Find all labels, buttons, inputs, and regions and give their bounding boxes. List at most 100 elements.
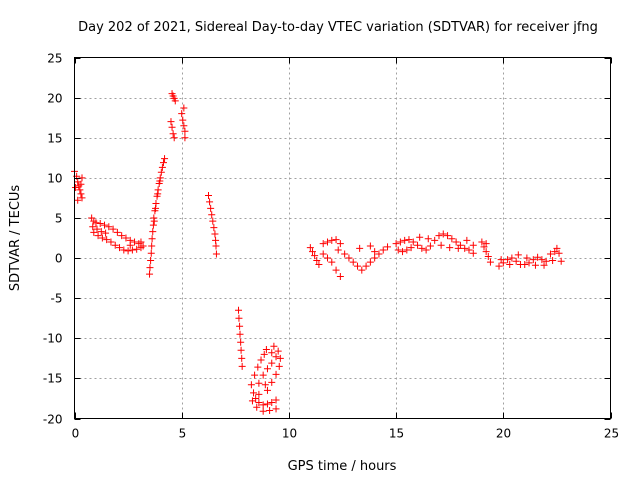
data-point: [345, 254, 353, 262]
data-point: [167, 118, 175, 126]
data-point: [248, 397, 256, 405]
data-point: [93, 225, 101, 233]
data-point: [497, 256, 505, 264]
data-point: [414, 241, 422, 249]
data-point: [263, 365, 271, 373]
data-point: [416, 233, 424, 241]
data-point: [97, 228, 105, 236]
data-point: [454, 244, 462, 252]
data-point: [538, 256, 546, 264]
data-point: [270, 342, 278, 350]
data-point: [375, 250, 383, 258]
data-point: [336, 240, 344, 248]
data-point: [212, 242, 220, 250]
data-point: [78, 174, 86, 182]
data-point: [362, 262, 370, 270]
data-point: [133, 245, 141, 253]
data-point: [272, 396, 280, 404]
data-point: [446, 244, 454, 252]
data-point: [366, 242, 374, 250]
data-point: [211, 230, 219, 238]
data-point: [255, 390, 263, 398]
x-tick-label: 10: [282, 427, 297, 441]
x-tick-label: 25: [604, 427, 619, 441]
data-point: [77, 190, 85, 198]
data-point: [236, 330, 244, 338]
data-point: [237, 346, 245, 354]
x-tick-label: 15: [389, 427, 404, 441]
data-point: [208, 211, 216, 219]
data-point: [150, 217, 158, 225]
data-point: [94, 232, 102, 240]
data-point: [262, 346, 270, 354]
data-point: [371, 248, 379, 256]
data-point: [122, 234, 130, 242]
data-point: [168, 123, 176, 131]
data-point: [484, 252, 492, 260]
data-point: [275, 362, 283, 370]
data-point: [268, 378, 276, 386]
data-point: [74, 196, 82, 204]
data-point: [469, 249, 477, 257]
data-point: [137, 238, 145, 246]
data-point: [392, 240, 400, 248]
y-tick-label: 25: [47, 52, 62, 66]
data-point: [268, 359, 276, 367]
data-point: [170, 134, 178, 142]
data-point: [371, 254, 379, 262]
data-point: [336, 273, 344, 281]
data-point: [236, 322, 244, 330]
y-axis-label: SDTVAR / TECUs: [8, 185, 23, 292]
y-tick-label: -15: [43, 372, 63, 386]
y-tick-label: -5: [51, 292, 63, 306]
data-point: [482, 248, 490, 256]
data-point: [157, 168, 165, 176]
data-point: [266, 406, 274, 414]
data-point: [409, 238, 417, 246]
data-point: [424, 235, 432, 243]
data-point: [235, 306, 243, 314]
data-point: [379, 246, 387, 254]
data-point: [210, 224, 218, 232]
data-point: [319, 240, 327, 248]
data-point: [257, 356, 265, 364]
data-point: [255, 398, 263, 406]
data-point: [253, 403, 261, 411]
data-point: [263, 400, 271, 408]
data-point: [259, 371, 267, 379]
data-point: [116, 244, 124, 252]
data-point: [148, 235, 156, 243]
data-point: [272, 370, 280, 378]
data-point: [394, 246, 402, 254]
data-point: [149, 221, 157, 229]
data-point: [403, 246, 411, 254]
data-point: [76, 186, 84, 194]
data-point: [469, 241, 477, 249]
data-point: [96, 220, 104, 228]
data-point: [212, 250, 220, 258]
data-point: [405, 236, 413, 244]
data-point: [508, 254, 516, 262]
data-point: [237, 338, 245, 346]
data-point: [555, 249, 563, 257]
data-point: [463, 236, 471, 244]
grid: [74, 57, 611, 419]
data-point: [306, 244, 314, 252]
data-point: [206, 198, 214, 206]
data-point: [205, 191, 212, 199]
data-point: [407, 244, 415, 252]
data-point: [495, 262, 503, 270]
data-point: [158, 163, 166, 171]
data-point: [332, 236, 340, 244]
axis-ticks: 0 5 10 15 20 25 -20 -15 -10 -5 0 5 10 15 20 25: [43, 52, 619, 441]
data-point: [523, 254, 531, 262]
data-point: [259, 401, 267, 409]
data-point: [534, 253, 542, 261]
data-point: [154, 190, 162, 198]
data-point: [98, 234, 106, 242]
data-point: [486, 258, 494, 266]
data-point: [209, 217, 217, 225]
data-point: [103, 236, 111, 244]
data-points: [71, 90, 565, 415]
